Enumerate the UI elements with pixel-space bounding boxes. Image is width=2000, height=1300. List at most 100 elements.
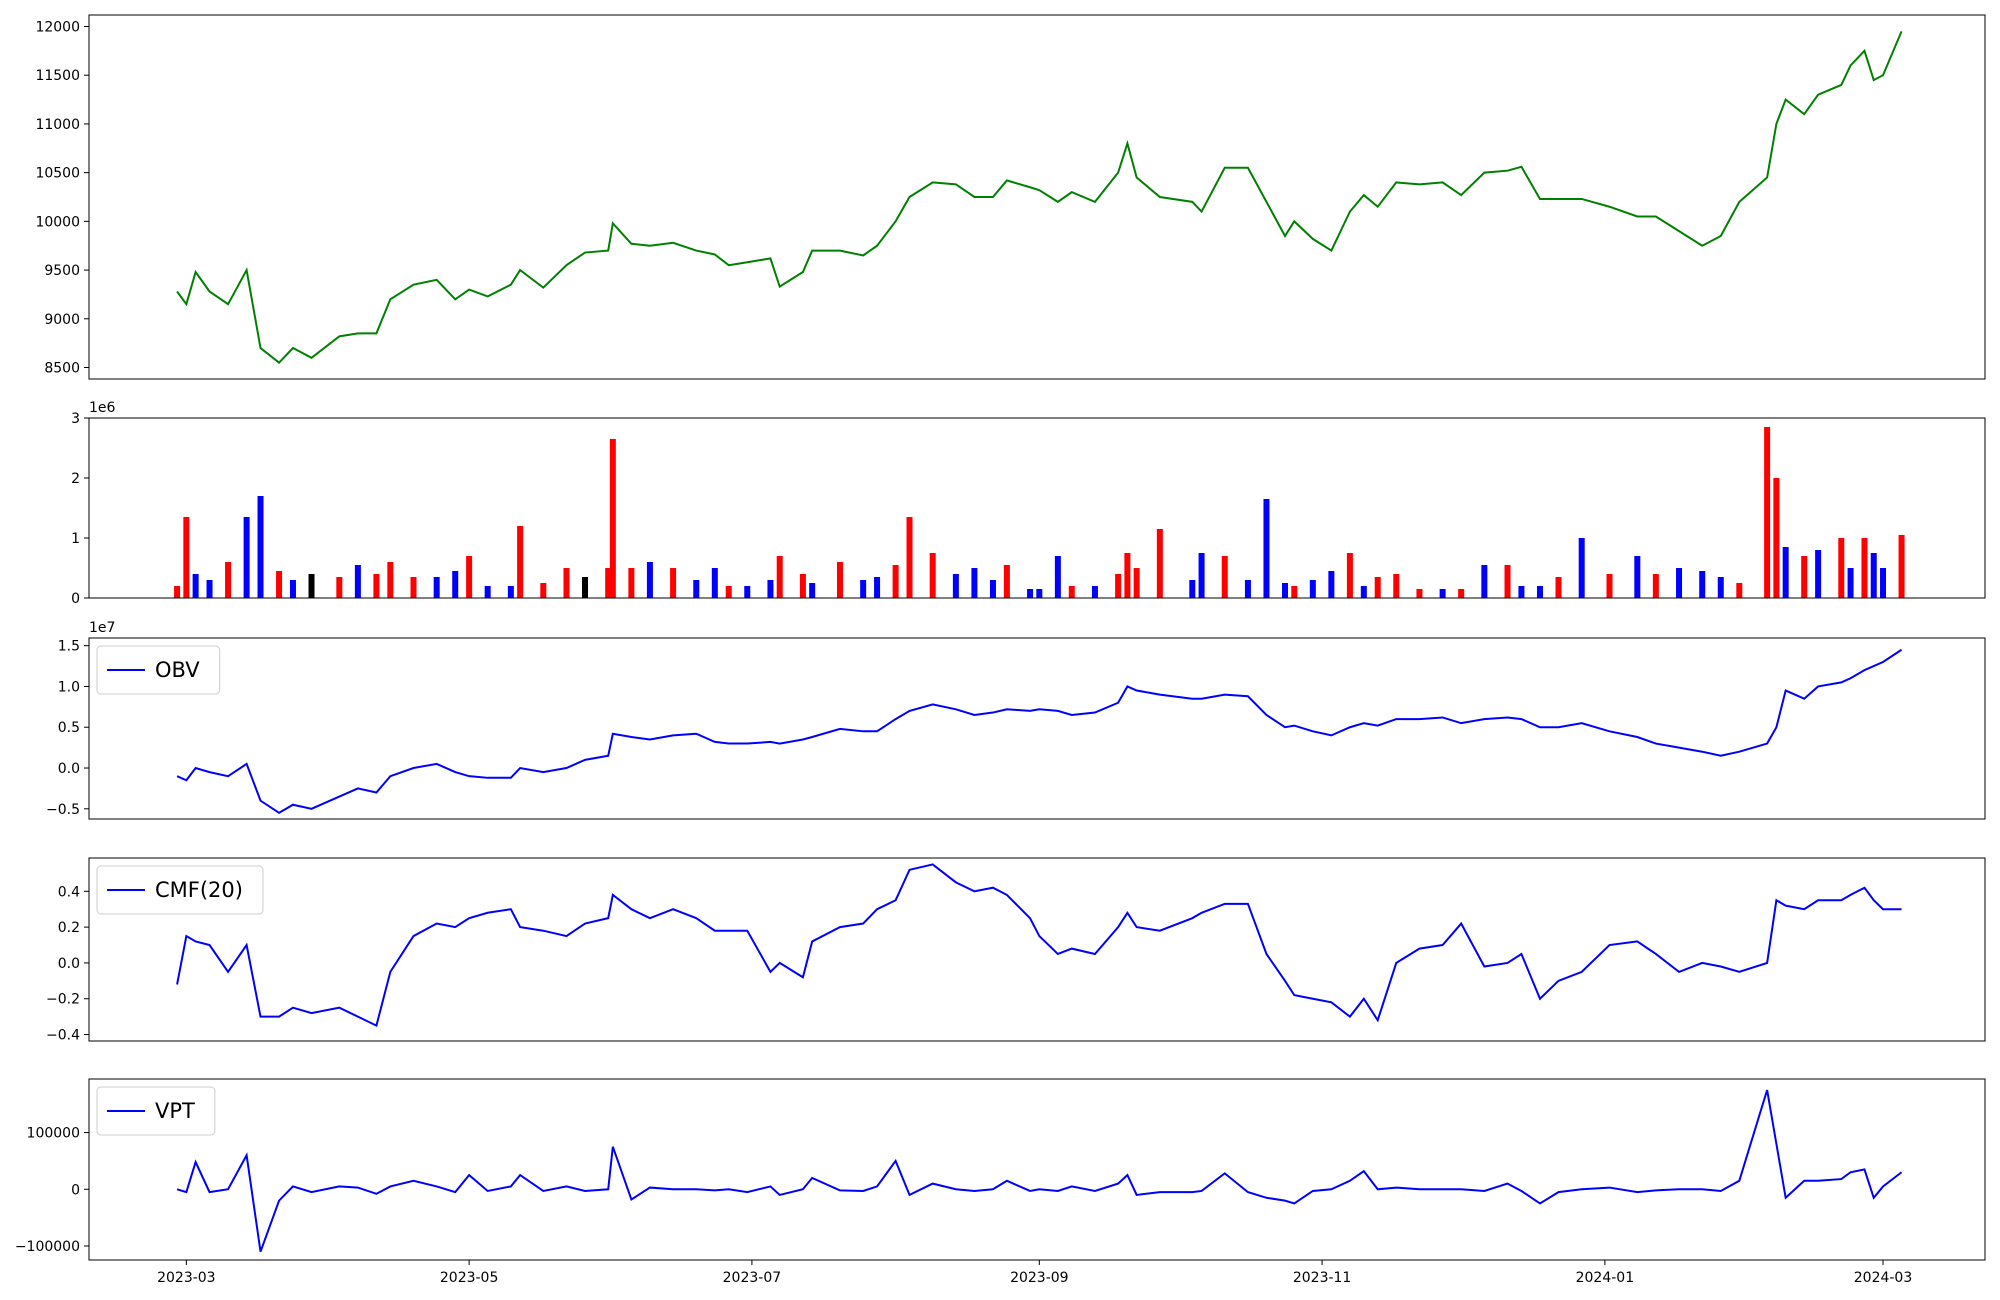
- bar: [1504, 565, 1511, 598]
- bar: [670, 568, 677, 598]
- y-tick-label: 0: [71, 591, 80, 607]
- y-tick-label: 8500: [44, 361, 80, 377]
- x-tick-label: 2024-03: [1854, 1270, 1913, 1286]
- bar: [1036, 589, 1043, 598]
- bar: [874, 577, 881, 598]
- bar: [1764, 427, 1771, 598]
- bar: [693, 580, 700, 598]
- bar: [243, 517, 250, 598]
- bar: [1360, 586, 1367, 598]
- bar: [289, 580, 296, 598]
- y-tick-label: 9500: [44, 263, 80, 279]
- bar: [776, 556, 783, 598]
- legend-box: [96, 865, 264, 915]
- bar: [257, 496, 264, 598]
- bar: [206, 580, 213, 598]
- bar: [725, 586, 732, 598]
- bar: [711, 568, 718, 598]
- bar: [1555, 577, 1562, 598]
- bar: [192, 574, 199, 598]
- y-tick-label: 100000: [27, 1126, 80, 1142]
- bar: [1416, 589, 1423, 598]
- series-line: [176, 1089, 1903, 1253]
- bar: [1133, 568, 1140, 598]
- x-tick-label: 2023-03: [157, 1270, 216, 1286]
- bar: [609, 439, 616, 598]
- bar: [507, 586, 514, 598]
- bar: [452, 571, 459, 598]
- y-tick-label: 1.0: [58, 679, 80, 695]
- bar: [387, 562, 394, 598]
- bar: [1309, 580, 1316, 598]
- bar: [183, 517, 190, 598]
- axes-frame: [88, 14, 1986, 380]
- axis-offset-label: 1e6: [89, 400, 116, 416]
- bar: [308, 574, 315, 598]
- bar: [563, 568, 570, 598]
- bar: [906, 517, 913, 598]
- bar: [466, 556, 473, 598]
- y-tick-label: 10500: [35, 166, 80, 182]
- subplot: −100000 0 100000 2023-03 2023-05 2023-07 2023-…: [15, 1078, 1986, 1286]
- x-tick-label: 2023-05: [440, 1270, 499, 1286]
- bar: [1518, 586, 1525, 598]
- y-tick-label: −0.4: [46, 1028, 80, 1044]
- series-line: [176, 863, 1902, 1028]
- bar: [1481, 565, 1488, 598]
- bar: [1374, 577, 1381, 598]
- bar: [809, 583, 816, 598]
- y-tick-label: −0.2: [46, 992, 80, 1008]
- x-tick-label: 2024-01: [1576, 1270, 1635, 1286]
- bar: [836, 562, 843, 598]
- axes-frame: [88, 637, 1986, 820]
- y-tick-label: 1: [71, 531, 80, 547]
- bar: [276, 571, 283, 598]
- legend-box: [96, 645, 221, 695]
- bar: [1291, 586, 1298, 598]
- bar: [646, 562, 653, 598]
- bar: [1156, 529, 1163, 598]
- legend: CMF(20): [96, 865, 264, 915]
- bar: [484, 586, 491, 598]
- y-tick-label: 2: [71, 471, 80, 487]
- bar: [582, 577, 589, 598]
- axes-frame: [88, 417, 1986, 599]
- bar: [1198, 553, 1205, 598]
- bar: [989, 580, 996, 598]
- series-line: [176, 648, 1903, 815]
- bar: [336, 577, 343, 598]
- y-tick-label: 9000: [44, 312, 80, 328]
- subplot: 8500 9000 9500 10000 10500 11000 11500 12000: [35, 14, 1986, 380]
- bar: [1027, 589, 1034, 598]
- axes-frame: [88, 1078, 1986, 1261]
- bar: [1346, 553, 1353, 598]
- y-tick-label: 0: [71, 1182, 80, 1198]
- bar: [1898, 535, 1905, 598]
- subplot: −0.4 −0.2 0.0 0.2 0.4 CMF(20): [46, 857, 1986, 1044]
- bar: [1124, 553, 1131, 598]
- bar: [1861, 538, 1868, 598]
- subplot: 0 1 2 3 1e6: [71, 400, 1986, 607]
- bar: [1221, 556, 1228, 598]
- bar: [1838, 538, 1845, 598]
- bar: [1458, 589, 1465, 598]
- y-tick-label: 0.2: [58, 920, 80, 936]
- bar: [1439, 589, 1446, 598]
- bar: [1578, 538, 1585, 598]
- bar: [1328, 571, 1335, 598]
- bar: [971, 568, 978, 598]
- y-tick-label: 12000: [35, 19, 80, 35]
- bar: [1717, 577, 1724, 598]
- y-tick-label: −0.5: [46, 802, 80, 818]
- bar: [1880, 568, 1887, 598]
- bar: [1801, 556, 1808, 598]
- bar: [433, 577, 440, 598]
- subplot: −0.5 0.0 0.5 1.0 1.5 1e7 OBV: [46, 620, 1986, 820]
- bar: [952, 574, 959, 598]
- bar: [517, 526, 524, 598]
- bar: [1634, 556, 1641, 598]
- bar: [767, 580, 774, 598]
- x-tick-label: 2023-07: [723, 1270, 782, 1286]
- bar: [1676, 568, 1683, 598]
- bar: [1815, 550, 1822, 598]
